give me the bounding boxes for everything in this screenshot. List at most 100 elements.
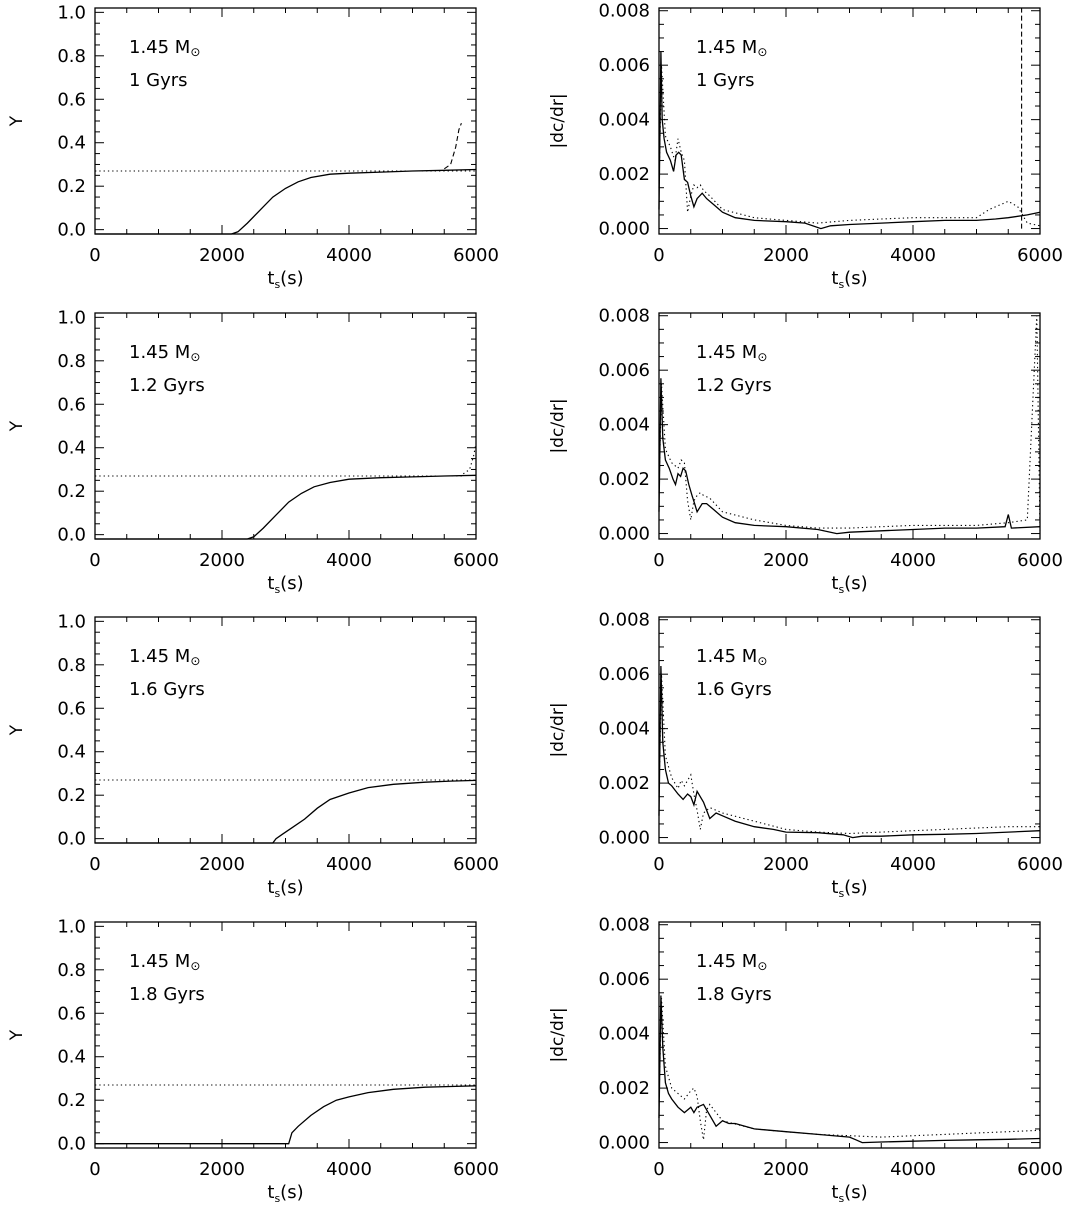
- x-axis-label-main: t: [831, 1182, 838, 1203]
- x-axis-label-subscript: s: [838, 1192, 844, 1205]
- x-axis-label: ts(s): [267, 1182, 303, 1205]
- y-axis-label: |dc/dr|: [548, 702, 568, 757]
- x-axis-label-main: t: [831, 268, 838, 289]
- x-tick-label: 2000: [199, 1159, 245, 1180]
- x-tick-label: 2000: [199, 550, 245, 571]
- y-tick-label: 0.0: [57, 829, 86, 850]
- y-tick-label: 0.004: [598, 110, 650, 131]
- y-tick-label: 0.002: [598, 164, 650, 185]
- chart-panel-6: 0 2000 4000 6000 0.000 0.002 0.004 0.006 0.008 |d…: [548, 610, 1063, 900]
- y-tick-label: 0.008: [598, 306, 650, 327]
- x-tick-label: 6000: [453, 550, 499, 571]
- x-axis-label-subscript: s: [274, 278, 280, 291]
- y-axis-label: |dc/dr|: [548, 93, 568, 148]
- chart-panel-8: 0 2000 4000 6000 0.000 0.002 0.004 0.006 0.008 |d…: [548, 915, 1063, 1205]
- x-axis-label-unit: (s): [280, 1182, 303, 1203]
- mass-text: 1.45 M: [129, 646, 190, 667]
- x-tick-label: 6000: [453, 1159, 499, 1180]
- sun-symbol: ⊙: [757, 350, 767, 364]
- x-tick-label: 2000: [763, 854, 809, 875]
- chart-panel-2: 0 2000 4000 6000 0.000 0.002 0.004 0.006 0.008 |d…: [548, 1, 1063, 291]
- y-axis-label: Y: [7, 420, 27, 432]
- y-tick-label: 0.006: [598, 360, 650, 381]
- y-axis-label: Y: [7, 724, 27, 736]
- x-axis-label: ts(s): [831, 877, 867, 900]
- mass-annotation: 1.45 M⊙: [696, 342, 767, 364]
- x-axis-label-main: t: [267, 268, 274, 289]
- x-axis-label-unit: (s): [844, 268, 867, 289]
- x-tick-label: 2000: [763, 245, 809, 266]
- y-tick-label: 0.002: [598, 773, 650, 794]
- x-tick-label: 4000: [890, 854, 936, 875]
- y-tick-label: 0.004: [598, 415, 650, 436]
- y-tick-label: 0.006: [598, 969, 650, 990]
- x-tick-label: 0: [653, 1159, 664, 1180]
- x-axis-label: ts(s): [267, 573, 303, 596]
- x-tick-label: 4000: [890, 1159, 936, 1180]
- mass-text: 1.45 M: [696, 37, 757, 58]
- series-dashed-line: [443, 123, 462, 170]
- y-tick-label: 0.000: [598, 1133, 650, 1154]
- sun-symbol: ⊙: [757, 959, 767, 973]
- series-solid-line: [95, 474, 477, 540]
- mass-text: 1.45 M: [696, 646, 757, 667]
- y-axis-label: |dc/dr|: [548, 398, 568, 453]
- x-tick-label: 4000: [326, 245, 372, 266]
- x-tick-label: 4000: [890, 245, 936, 266]
- series-dotted-line: [658, 315, 1041, 531]
- x-axis-label: ts(s): [831, 1182, 867, 1205]
- sun-symbol: ⊙: [190, 45, 200, 59]
- y-tick-label: 0.8: [57, 351, 86, 372]
- y-tick-label: 0.2: [57, 785, 86, 806]
- series-solid-line: [95, 168, 477, 235]
- y-tick-label: 0.006: [598, 55, 650, 76]
- chart-panel-5: 0 2000 4000 6000 0.0 0.2 0.4 0.6 0.8 1.0 Yts(s) 1.4…: [7, 611, 499, 900]
- y-tick-label: 0.002: [598, 1078, 650, 1099]
- y-tick-label: 0.4: [57, 742, 86, 763]
- x-tick-label: 4000: [890, 550, 936, 571]
- x-axis-label-subscript: s: [274, 583, 280, 596]
- x-axis-label-main: t: [831, 877, 838, 898]
- age-annotation: 1 Gyrs: [129, 70, 188, 91]
- y-tick-label: 0.4: [57, 438, 86, 459]
- x-tick-label: 4000: [326, 1159, 372, 1180]
- x-tick-label: 6000: [1017, 854, 1063, 875]
- mass-annotation: 1.45 M⊙: [129, 37, 200, 59]
- sun-symbol: ⊙: [190, 350, 200, 364]
- chart-panel-3: 0 2000 4000 6000 0.0 0.2 0.4 0.6 0.8 1.0 Yts(s) 1.4…: [7, 307, 499, 596]
- x-tick-label: 6000: [453, 245, 499, 266]
- x-axis-label-unit: (s): [280, 268, 303, 289]
- y-axis-label: |dc/dr|: [548, 1007, 568, 1062]
- mass-annotation: 1.45 M⊙: [129, 646, 200, 668]
- series-solid-line: [658, 51, 1041, 230]
- y-tick-label: 0.008: [598, 610, 650, 631]
- mass-annotation: 1.45 M⊙: [129, 951, 200, 973]
- y-tick-label: 0.002: [598, 469, 650, 490]
- y-tick-label: 0.8: [57, 46, 86, 67]
- series-solid-line: [658, 665, 1041, 839]
- mass-text: 1.45 M: [129, 37, 190, 58]
- y-tick-label: 0.000: [598, 524, 650, 545]
- y-tick-label: 0.2: [57, 481, 86, 502]
- y-tick-label: 1.0: [57, 307, 86, 328]
- y-tick-label: 0.2: [57, 176, 86, 197]
- x-axis-label-main: t: [831, 573, 838, 594]
- series-solid-line: [95, 1085, 477, 1145]
- series-solid-line: [95, 779, 477, 844]
- x-axis-label-subscript: s: [838, 887, 844, 900]
- x-axis-label: ts(s): [831, 268, 867, 291]
- sun-symbol: ⊙: [757, 45, 767, 59]
- x-tick-label: 0: [653, 245, 664, 266]
- x-axis-label: ts(s): [267, 877, 303, 900]
- y-tick-label: 0.4: [57, 1047, 86, 1068]
- x-tick-label: 0: [89, 854, 100, 875]
- x-tick-label: 0: [89, 245, 100, 266]
- sun-symbol: ⊙: [757, 654, 767, 668]
- y-tick-label: 0.8: [57, 960, 86, 981]
- y-tick-label: 0.000: [598, 219, 650, 240]
- x-tick-label: 6000: [453, 854, 499, 875]
- y-tick-label: 0.008: [598, 1, 650, 22]
- y-tick-label: 0.004: [598, 1024, 650, 1045]
- y-tick-label: 1.0: [57, 611, 86, 632]
- mass-text: 1.45 M: [129, 342, 190, 363]
